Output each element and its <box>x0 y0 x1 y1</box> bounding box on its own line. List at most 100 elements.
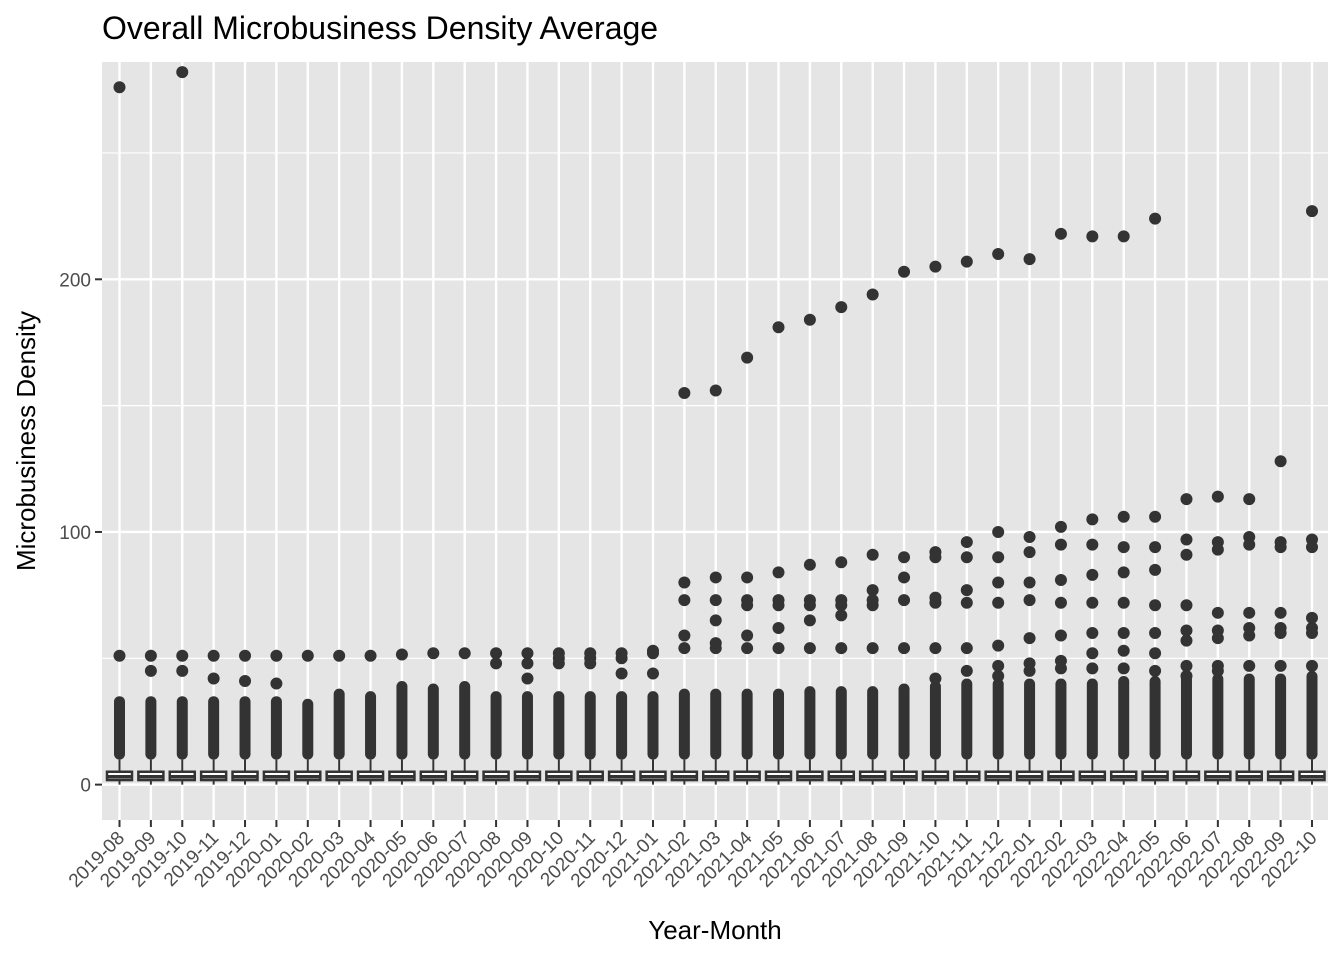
outlier-point <box>646 647 659 660</box>
outlier-cluster <box>929 681 941 760</box>
outlier-point <box>898 642 911 655</box>
outlier-point <box>1117 644 1130 657</box>
outlier-point <box>1211 664 1224 677</box>
outlier-point <box>772 566 785 579</box>
y-axis: 0 100 200 <box>59 270 102 797</box>
outlier-point <box>1023 632 1036 645</box>
outlier-cluster <box>773 688 785 760</box>
outlier-cluster <box>616 691 628 760</box>
box-2022-10 <box>1298 759 1326 785</box>
x-axis: 2019-082019-092019-102019-112019-122020-… <box>65 820 1322 892</box>
outlier-point <box>144 649 157 662</box>
outlier-point <box>803 313 816 326</box>
outlier-point <box>364 649 377 662</box>
outlier-point <box>521 657 534 670</box>
outlier-point <box>1306 205 1318 218</box>
box-2022-02 <box>1047 759 1075 785</box>
outlier-point <box>960 536 973 549</box>
outlier-cluster <box>365 691 377 760</box>
outlier-point <box>1180 669 1193 682</box>
outlier-point <box>866 288 879 301</box>
y-tick-label: 0 <box>80 776 91 797</box>
outlier-point <box>992 576 1005 589</box>
outlier-point <box>1149 599 1162 612</box>
box-plots <box>105 759 1326 785</box>
outlier-point <box>772 321 785 334</box>
outlier-cluster <box>898 683 910 760</box>
outlier-point <box>1117 510 1130 523</box>
outlier-point <box>1211 632 1224 645</box>
outlier-point <box>835 301 848 314</box>
box-2022-06 <box>1172 759 1201 785</box>
outlier-point <box>866 642 879 655</box>
outlier-point <box>176 649 189 662</box>
outlier-point <box>395 648 408 661</box>
outlier-point <box>1306 611 1318 624</box>
outlier-point <box>427 647 440 660</box>
outlier-point <box>1243 606 1256 619</box>
outlier-point <box>1054 662 1067 675</box>
box-2021-09 <box>890 759 918 785</box>
outlier-point <box>1086 513 1099 526</box>
box-2020-08 <box>482 759 510 785</box>
outlier-point <box>1180 624 1193 637</box>
outlier-point <box>1086 568 1099 581</box>
outlier-point <box>960 596 973 609</box>
outlier-cluster <box>270 696 282 760</box>
outlier-point <box>835 599 848 612</box>
outlier-point <box>113 81 126 94</box>
outlier-point <box>1086 647 1099 660</box>
outlier-point <box>992 525 1005 538</box>
outlier-cluster <box>992 678 1004 760</box>
outlier-point <box>1086 230 1099 243</box>
y-tick-label: 200 <box>59 270 91 291</box>
outlier-point <box>490 647 503 660</box>
outlier-cluster <box>490 691 502 760</box>
outlier-point <box>929 260 942 273</box>
outlier-point <box>144 664 157 677</box>
outlier-point <box>960 642 973 655</box>
outlier-cluster <box>1212 673 1224 760</box>
box-2021-12 <box>984 759 1012 785</box>
outlier-point <box>709 614 722 627</box>
outlier-point <box>1054 573 1067 586</box>
outlier-point <box>552 657 565 670</box>
outlier-point <box>270 649 283 662</box>
box-2021-06 <box>796 759 824 785</box>
outlier-point <box>1086 538 1099 551</box>
outlier-cluster <box>584 691 596 760</box>
outlier-point <box>584 657 597 670</box>
outlier-point <box>270 677 283 690</box>
box-2020-07 <box>450 759 479 785</box>
outlier-point <box>207 672 220 685</box>
outlier-point <box>176 664 189 677</box>
outlier-cluster <box>333 688 345 760</box>
outlier-point <box>1149 627 1162 640</box>
outlier-point <box>1023 594 1036 607</box>
outlier-point <box>992 248 1005 261</box>
outlier-point <box>113 649 126 662</box>
box-2021-10 <box>921 759 950 785</box>
outlier-point <box>1023 576 1036 589</box>
outlier-point <box>709 384 722 397</box>
box-2021-08 <box>858 759 887 785</box>
box-2019-08 <box>105 759 134 785</box>
outlier-point <box>1274 606 1287 619</box>
outlier-point <box>741 571 754 584</box>
y-tick-label: 100 <box>59 523 91 544</box>
y-axis-title: Microbusiness Density <box>11 311 41 571</box>
box-2020-06 <box>419 759 448 785</box>
outlier-point <box>333 649 346 662</box>
box-2021-02 <box>670 759 699 785</box>
outlier-point <box>1243 493 1256 506</box>
outlier-point <box>1274 659 1287 672</box>
outlier-point <box>835 556 848 569</box>
outlier-point <box>207 649 220 662</box>
outlier-point <box>898 551 911 564</box>
box-2019-11 <box>199 759 228 785</box>
outlier-point <box>1149 563 1162 576</box>
outlier-point <box>1054 629 1067 642</box>
outlier-point <box>678 576 691 589</box>
outlier-point <box>835 609 848 622</box>
outlier-cluster <box>427 683 439 760</box>
